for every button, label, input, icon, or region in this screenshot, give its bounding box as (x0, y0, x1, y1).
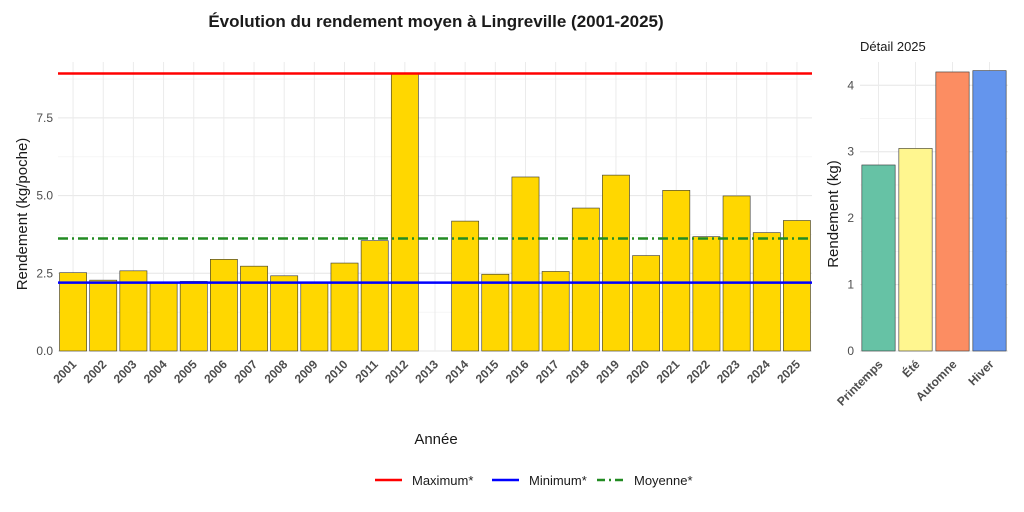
x-tick-label: 2019 (593, 357, 622, 386)
bar-2001 (59, 272, 87, 352)
x-tick-label: 2022 (684, 357, 713, 386)
x-axis-label: Année (414, 431, 457, 448)
chart-title: Évolution du rendement moyen à Lingrevil… (208, 12, 663, 31)
x-tick-label: 2009 (292, 357, 321, 386)
x-tick-label: 2012 (382, 357, 411, 386)
side-y-axis-label: Rendement (kg) (825, 160, 842, 268)
bar-2010 (330, 262, 359, 352)
legend-label: Moyenne* (634, 473, 693, 488)
side-y-tick-label: 2 (847, 211, 854, 225)
bar-2006 (210, 259, 238, 352)
x-tick-label: 2011 (352, 357, 381, 386)
bar-2023 (722, 195, 751, 352)
bar-2011 (360, 240, 389, 352)
x-tick-label: 2013 (412, 357, 441, 386)
side-x-tick-label: Automne (913, 357, 960, 404)
side-y-tick-label: 3 (847, 145, 854, 159)
x-tick-label: 2006 (201, 357, 230, 386)
x-tick-label: 2007 (231, 357, 260, 386)
x-tick-label: 2002 (81, 357, 110, 386)
bar-2020 (632, 255, 660, 352)
x-tick-label: 2003 (111, 357, 140, 386)
x-tick-label: 2021 (654, 357, 683, 386)
x-tick-label: 2016 (503, 357, 532, 386)
x-tick-label: 2024 (744, 357, 773, 386)
x-tick-label: 2014 (442, 357, 471, 386)
side-bar-2 (935, 71, 970, 352)
bar-2019 (602, 174, 630, 352)
y-tick-label: 2.5 (36, 266, 53, 280)
y-axis-label: Rendement (kg/poche) (14, 138, 31, 291)
side-x-tick-label: Été (899, 356, 923, 380)
side-x-tick-label: Printemps (834, 357, 886, 409)
y-tick-label: 5.0 (36, 189, 53, 203)
side-bar-3 (972, 70, 1007, 352)
bar-2004 (149, 282, 178, 352)
bar-2002 (89, 279, 118, 352)
side-bar-0 (861, 164, 896, 352)
bar-2017 (541, 271, 570, 352)
side-x-tick-label: Hiver (965, 357, 996, 388)
bar-2007 (240, 265, 268, 352)
legend-label: Maximum* (412, 473, 473, 488)
x-tick-label: 2004 (141, 357, 170, 386)
bar-2024 (752, 232, 781, 352)
x-tick-label: 2008 (262, 357, 291, 386)
x-tick-label: 2010 (322, 357, 351, 386)
bar-2009 (300, 282, 329, 352)
y-tick-label: 0.0 (36, 344, 53, 358)
bar-2025 (783, 220, 811, 352)
side-y-tick-label: 0 (847, 344, 854, 358)
bar-2015 (481, 273, 510, 352)
x-tick-label: 2005 (171, 357, 200, 386)
x-tick-label: 2015 (473, 357, 502, 386)
side-bar-1 (898, 148, 933, 352)
x-tick-label: 2023 (714, 357, 743, 386)
bar-2022 (692, 236, 721, 352)
bar-2008 (270, 275, 299, 352)
x-tick-label: 2018 (563, 357, 592, 386)
y-tick-label: 7.5 (36, 111, 53, 125)
x-tick-label: 2001 (50, 357, 79, 386)
bar-2003 (119, 270, 148, 352)
side-chart-title: Détail 2025 (860, 39, 926, 54)
bar-2014 (451, 220, 480, 352)
side-y-tick-label: 1 (847, 278, 854, 292)
bar-2012 (390, 73, 419, 352)
x-tick-label: 2020 (623, 357, 652, 386)
bar-2005 (179, 281, 208, 352)
bar-2021 (662, 190, 691, 352)
x-tick-label: 2025 (774, 357, 803, 386)
legend-label: Minimum* (529, 473, 587, 488)
side-y-tick-label: 4 (847, 78, 854, 92)
x-tick-label: 2017 (533, 357, 562, 386)
bar-2016 (511, 176, 540, 352)
bar-2018 (571, 207, 600, 352)
